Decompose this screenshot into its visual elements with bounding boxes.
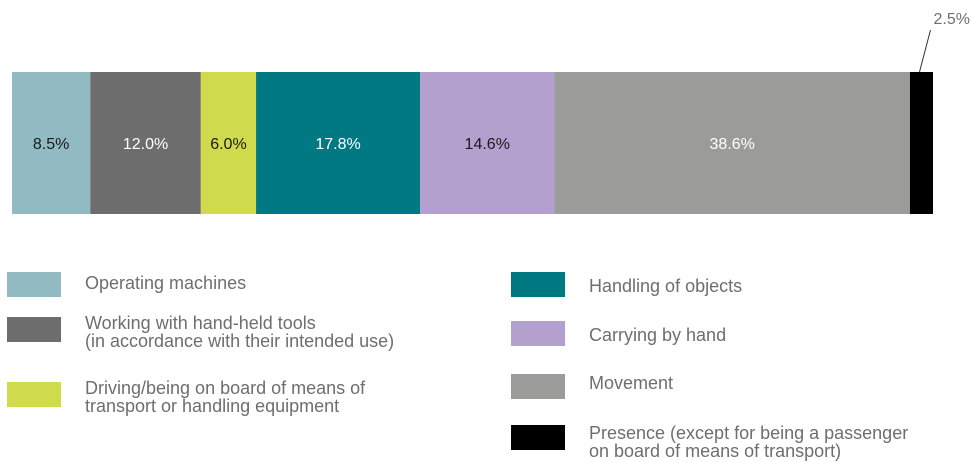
bar-segment-3 [256,72,420,214]
legend-swatch [7,272,61,297]
bar-segment-label-6: 2.5% [934,11,970,28]
bar-segment-label-4: 14.6% [465,136,510,153]
legend-swatch [7,382,61,407]
bar-segment-2 [200,72,257,214]
legend-item: Driving/being on board of means of trans… [7,378,366,416]
bar-segment-6 [909,72,934,214]
legend-swatch [511,425,565,450]
bar-segment-label-1: 12.0% [123,136,168,153]
legend-item: Operating machines [7,272,246,297]
legend-swatch [511,374,565,399]
bar-segment-1 [90,72,201,214]
legend-swatch [511,321,565,346]
legend-item: Carrying by hand [511,321,726,346]
bar-segment-5 [554,72,910,214]
legend-label: Carrying by hand [589,325,727,345]
legend-label: Handling of objects [589,276,743,296]
bar-segment-label-5: 38.6% [710,136,755,153]
bar-segment-4 [420,72,555,214]
bar-segment-label-3: 17.8% [315,136,360,153]
legend-label: Presence (except for being a passenger o… [589,423,909,461]
legend-item: Presence (except for being a passenger o… [511,423,909,461]
legend-label: Movement [589,373,674,393]
legend-item: Working with hand-held tools (in accorda… [7,313,395,351]
bar-segment-label-2: 6.0% [210,136,246,153]
legend-label: Operating machines [85,273,247,293]
legend-label: Working with hand-held tools (in accorda… [85,313,395,351]
legend-item: Handling of objects [511,272,742,297]
legend-label: Driving/being on board of means of trans… [85,378,366,416]
leader-line [919,29,931,73]
legend-item: Movement [511,374,673,399]
legend-swatch [511,272,565,297]
legend-swatch [7,317,61,342]
bar-segment-0 [12,72,91,214]
bar-segment-label-0: 8.5% [33,136,69,153]
